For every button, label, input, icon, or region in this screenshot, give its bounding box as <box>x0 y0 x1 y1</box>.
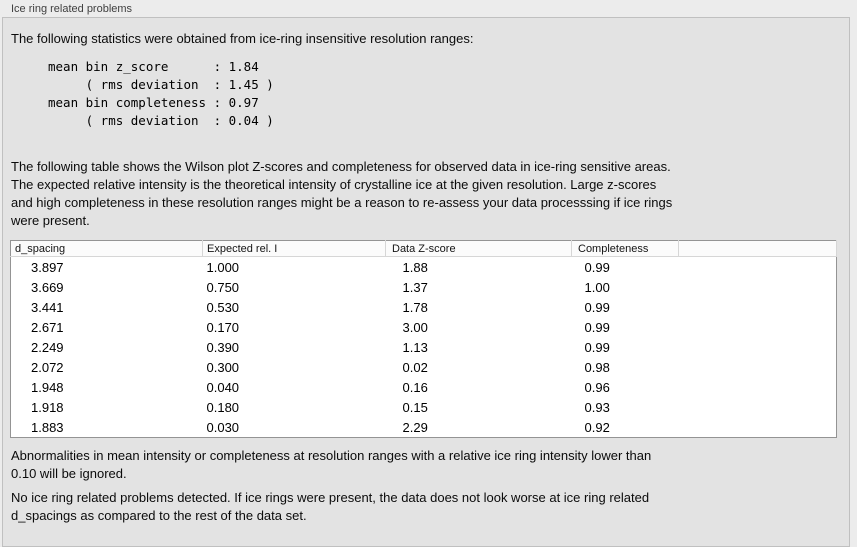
table-cell: 1.78 <box>402 299 428 315</box>
table-row[interactable]: 3.897 1.000 1.88 0.99 <box>11 257 837 278</box>
column-header-completeness[interactable]: Completeness <box>571 240 679 257</box>
table-cell: 0.99 <box>584 299 610 315</box>
table-cell-filler <box>679 277 837 297</box>
column-header-expected-rel-i[interactable]: Expected rel. I <box>202 240 386 257</box>
table-cell-filler <box>679 257 837 278</box>
table-row[interactable]: 3.669 0.750 1.37 1.00 <box>11 277 837 297</box>
table-cell: 0.750 <box>206 279 240 295</box>
table-row[interactable]: 2.249 0.390 1.13 0.99 <box>11 337 837 357</box>
table-cell: 0.16 <box>402 379 428 395</box>
table-cell: 1.00 <box>584 279 610 295</box>
table-cell: 0.99 <box>584 339 610 355</box>
intro-text: The following statistics were obtained f… <box>11 31 474 46</box>
table-cell: 0.93 <box>584 399 610 415</box>
table-cell: 0.530 <box>206 299 240 315</box>
table-row[interactable]: 1.948 0.040 0.16 0.96 <box>11 377 837 397</box>
table-row[interactable]: 1.883 0.030 2.29 0.92 <box>11 417 837 438</box>
table-row[interactable]: 3.441 0.530 1.78 0.99 <box>11 297 837 317</box>
table-cell-filler <box>679 317 837 337</box>
table-cell: 0.040 <box>206 379 240 395</box>
table-cell: 3.441 <box>31 299 64 315</box>
table-cell: 0.98 <box>584 359 610 375</box>
table-cell: 0.170 <box>206 319 240 335</box>
conclusion-text: No ice ring related problems detected. I… <box>11 490 650 523</box>
table-cell: 2.072 <box>31 359 64 375</box>
column-header-d-spacing[interactable]: d_spacing <box>10 240 203 257</box>
column-header-data-z-score[interactable]: Data Z-score <box>385 240 572 257</box>
stats-block: mean bin z_score : 1.84 ( rms deviation … <box>48 59 274 128</box>
table-cell-filler <box>679 417 837 438</box>
table-cell: 0.030 <box>206 419 240 435</box>
panel-title: Ice ring related problems <box>11 3 133 15</box>
table-cell: 0.390 <box>206 339 240 355</box>
ice-table-header-row: d_spacing Expected rel. I Data Z-score Comp… <box>10 240 837 257</box>
table-cell: 1.13 <box>402 339 428 355</box>
table-cell-filler <box>679 397 837 417</box>
table-cell: 2.249 <box>31 339 64 355</box>
table-cell: 1.883 <box>31 419 64 435</box>
table-cell: 1.000 <box>206 259 240 275</box>
table-cell: 0.92 <box>584 419 610 435</box>
table-cell: 0.300 <box>206 359 240 375</box>
table-cell: 1.37 <box>402 279 428 295</box>
table-cell: 0.02 <box>402 359 428 375</box>
table-row[interactable]: 1.918 0.180 0.15 0.93 <box>11 397 837 417</box>
column-header-empty <box>678 240 837 257</box>
table-cell: 2.671 <box>31 319 64 335</box>
table-cell: 3.00 <box>402 319 428 335</box>
table-cell: 0.96 <box>584 379 610 395</box>
ice-ring-panel: The following statistics were obtained f… <box>2 17 850 547</box>
table-cell: 0.180 <box>206 399 240 415</box>
table-cell: 3.669 <box>31 279 64 295</box>
table-row[interactable]: 2.072 0.300 0.02 0.98 <box>11 357 837 377</box>
table-row[interactable]: 2.671 0.170 3.00 0.99 <box>11 317 837 337</box>
table-cell: 0.15 <box>402 399 428 415</box>
table-cell: 1.948 <box>31 379 64 395</box>
table-cell-filler <box>679 377 837 397</box>
table-cell: 1.88 <box>402 259 428 275</box>
table-description: The following table shows the Wilson plo… <box>11 159 673 228</box>
ice-table-body: 3.897 1.000 1.88 0.99 3.669 0.750 1.37 1.00 3.44… <box>11 257 837 438</box>
table-cell: 3.897 <box>31 259 64 275</box>
table-cell: 2.29 <box>402 419 428 435</box>
table-cell: 1.918 <box>31 399 64 415</box>
ice-ring-table: d_spacing Expected rel. I Data Z-score Comp… <box>10 240 837 438</box>
table-cell: 0.99 <box>584 319 610 335</box>
table-cell-filler <box>679 297 837 317</box>
table-cell: 0.99 <box>584 259 610 275</box>
note-ignore-text: Abnormalities in mean intensity or compl… <box>11 448 652 481</box>
table-cell-filler <box>679 357 837 377</box>
table-cell-filler <box>679 337 837 357</box>
